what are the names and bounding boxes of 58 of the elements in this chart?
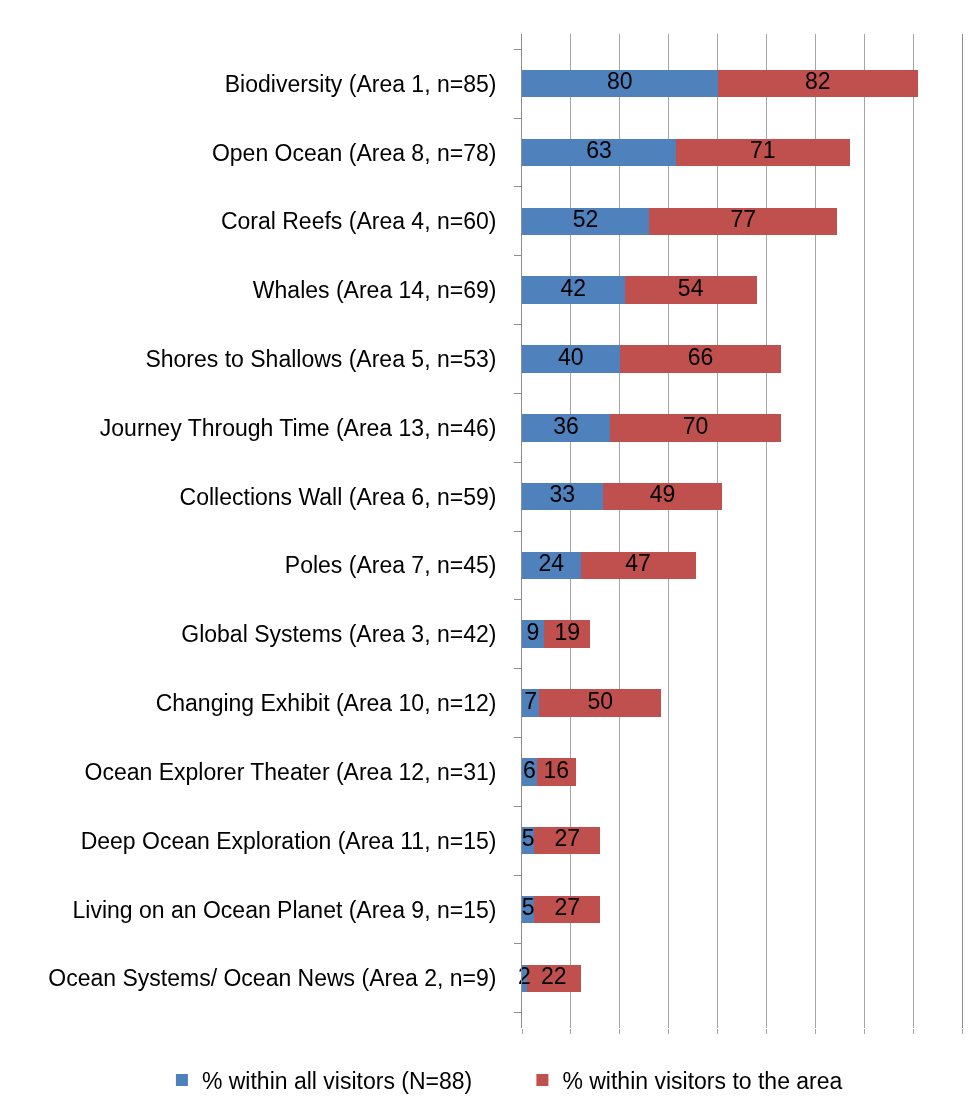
y-tick-label: Global Systems (Area 3, n=42) (181, 621, 497, 648)
bar (580, 551, 696, 580)
data-label: 9 (526, 618, 540, 645)
data-label: 71 (749, 137, 776, 164)
y-tick-label: Journey Through Time (Area 13, n=46) (99, 414, 497, 441)
y-tick-label: Poles (Area 7, n=45) (284, 552, 497, 579)
data-label: 36 (553, 412, 579, 439)
bar (522, 276, 625, 304)
data-label: 27 (554, 894, 581, 921)
bar (522, 138, 676, 167)
data-label: 47 (625, 550, 651, 577)
data-label: 77 (730, 206, 757, 233)
data-label: 52 (572, 206, 599, 233)
bar (522, 345, 620, 373)
data-label: 5 (521, 825, 535, 852)
data-label: 6 (522, 756, 536, 783)
y-tick-label: Collections Wall (Area 6, n=59) (179, 483, 497, 510)
data-label: 66 (687, 343, 714, 370)
legend-label: % within visitors to the area (562, 1067, 843, 1094)
data-label: 27 (554, 825, 581, 852)
data-label: 54 (677, 274, 704, 301)
bar (610, 414, 782, 442)
data-label: 63 (586, 137, 612, 164)
y-tick-label: Living on an Ocean Planet (Area 9, n=15) (72, 896, 497, 923)
y-tick-label: Coral Reefs (Area 4, n=60) (220, 208, 497, 235)
data-label: 7 (524, 687, 537, 714)
bar (539, 689, 662, 717)
y-tick-label: Deep Ocean Exploration (Area 11, n=15) (80, 827, 497, 854)
data-label: 16 (543, 756, 570, 783)
data-label: 33 (549, 481, 576, 508)
legend-label: % within all visitors (N=88) (201, 1067, 473, 1094)
y-tick-label: Biodiversity (Area 1, n=85) (224, 70, 497, 97)
y-tick-label: Ocean Explorer Theater (Area 12, n=31) (84, 758, 497, 785)
data-label: 42 (560, 274, 587, 301)
bar (522, 207, 650, 236)
y-tick-label: Shores to Shallows (Area 5, n=53) (145, 346, 497, 373)
data-label: 22 (540, 963, 567, 990)
data-label: 50 (587, 687, 614, 714)
bar (602, 482, 723, 511)
bar (522, 414, 610, 442)
bar (619, 345, 782, 373)
data-label: 49 (649, 481, 676, 508)
data-label: 80 (606, 68, 633, 95)
bar (676, 138, 850, 167)
data-label: 70 (682, 412, 709, 439)
y-tick-label: Open Ocean (Area 8, n=78) (211, 139, 497, 166)
data-label: 40 (558, 343, 584, 370)
bar (717, 69, 918, 98)
bar (649, 207, 838, 236)
y-tick-label: Changing Exhibit (Area 10, n=12) (155, 690, 497, 717)
y-tick-label: Whales (Area 14, n=69) (252, 277, 497, 304)
data-label: 24 (538, 550, 565, 577)
y-tick-label: Ocean Systems/ Ocean News (Area 2, n=9) (48, 965, 497, 992)
data-label: 82 (804, 68, 831, 95)
bar (624, 276, 757, 304)
bar (522, 69, 718, 98)
data-label: 19 (554, 618, 581, 645)
data-label: 5 (521, 894, 535, 921)
